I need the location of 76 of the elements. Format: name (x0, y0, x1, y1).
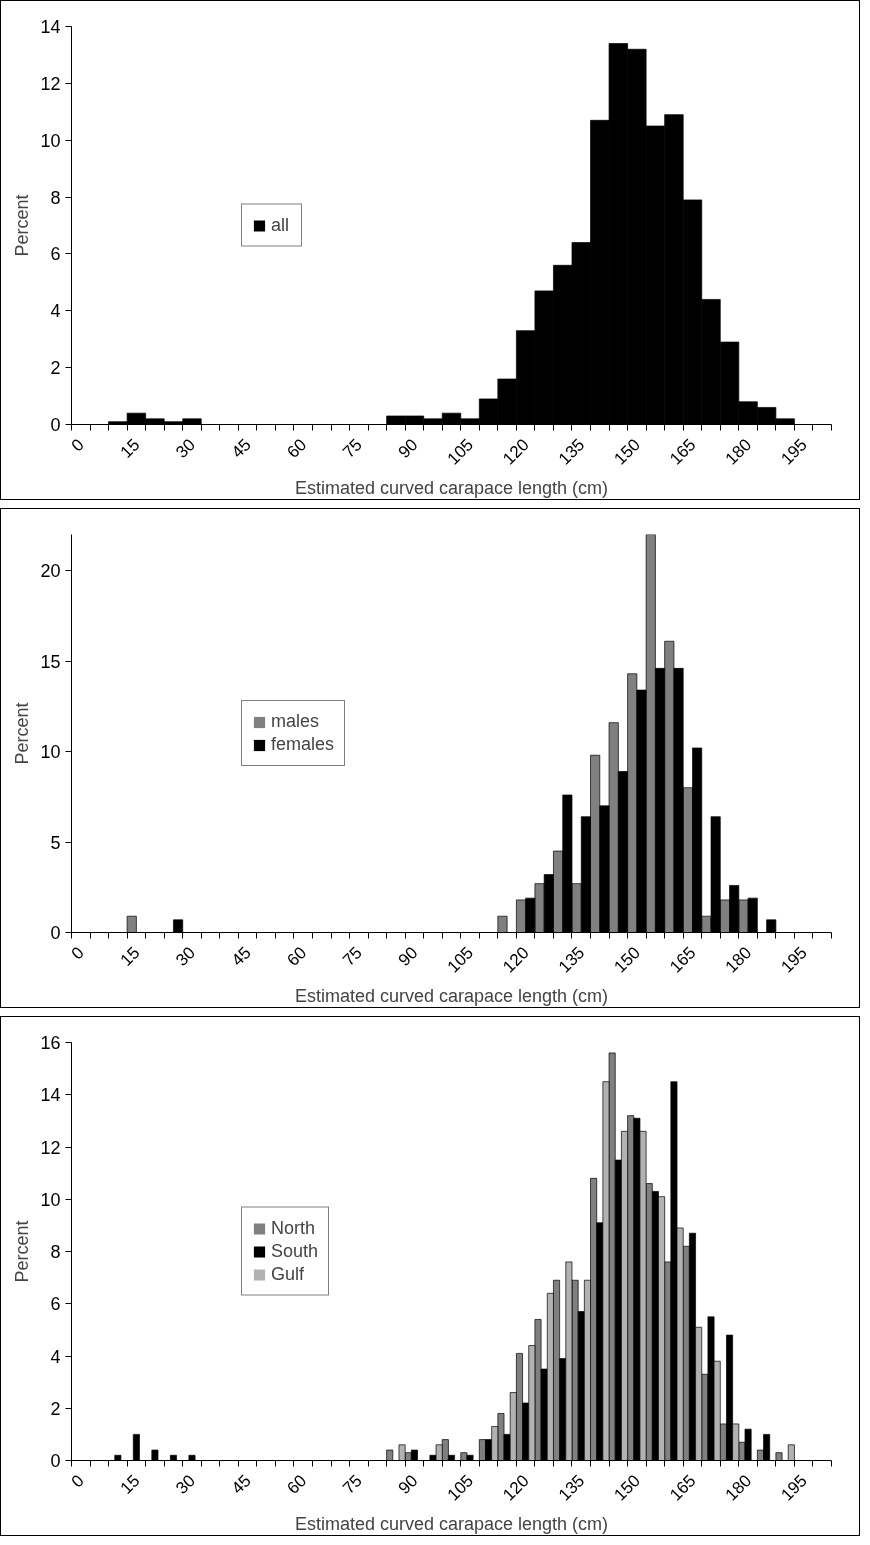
x-tick-label: 135 (554, 1471, 589, 1505)
x-tick-label: 180 (721, 943, 756, 977)
x-tick-label: 195 (777, 435, 811, 469)
x-tick-label: 165 (666, 943, 700, 977)
x-tick-label: 135 (554, 435, 589, 469)
y-tick-label: 10 (40, 130, 61, 151)
x-tick-label: 105 (443, 943, 478, 977)
x-tick-label: 90 (394, 943, 422, 970)
y-tick-label: 12 (40, 73, 61, 94)
y-tick-label: 14 (40, 1085, 61, 1106)
y-tick-label: 0 (50, 1451, 61, 1471)
y-tick-label: 12 (40, 1137, 61, 1158)
x-tick-label: 60 (283, 1471, 311, 1498)
x-axis-title: Estimated curved carapace length (cm) (294, 1514, 609, 1535)
x-axis-title: Estimated curved carapace length (cm) (294, 478, 609, 499)
y-tick-label: 6 (50, 1294, 61, 1315)
x-tick-label: 135 (554, 943, 589, 977)
legend-label: all (271, 214, 290, 236)
y-tick-label: 14 (40, 17, 61, 37)
x-tick-label: 0 (67, 943, 88, 964)
y-tick-label: 0 (50, 415, 61, 435)
x-tick-label: 45 (227, 1471, 255, 1498)
y-tick-label: 5 (50, 832, 61, 853)
x-tick-label: 45 (227, 943, 255, 970)
x-tick-label: 15 (116, 943, 144, 970)
x-tick-label: 105 (443, 1471, 478, 1505)
legend-label: South (271, 1240, 319, 1262)
x-axis-title: Estimated curved carapace length (cm) (294, 986, 609, 1007)
x-tick-label: 165 (666, 1471, 700, 1505)
x-tick-label: 165 (666, 435, 700, 469)
y-tick-label: 15 (40, 651, 61, 672)
x-tick-label: 0 (67, 435, 88, 456)
x-tick-label: 150 (610, 435, 644, 469)
y-tick-label: 8 (50, 1242, 61, 1262)
x-tick-label: 30 (172, 1471, 200, 1498)
y-tick-label: 10 (40, 742, 61, 763)
x-tick-label: 75 (339, 1471, 366, 1498)
x-tick-label: 90 (394, 435, 422, 462)
y-tick-label: 2 (50, 1398, 61, 1419)
x-tick-label: 30 (172, 943, 200, 970)
legend-label: North (271, 1217, 316, 1239)
y-tick-label: 20 (40, 561, 61, 582)
y-tick-label: 10 (40, 1189, 61, 1210)
y-tick-label: 4 (50, 301, 61, 322)
legend-label: males (271, 711, 320, 732)
y-tick-label: 8 (50, 187, 61, 208)
x-tick-label: 120 (499, 943, 533, 977)
x-tick-label: 120 (499, 1471, 533, 1505)
x-tick-label: 0 (67, 1471, 88, 1492)
legend-label: Gulf (271, 1263, 305, 1285)
x-tick-label: 60 (283, 435, 311, 462)
x-tick-label: 180 (721, 435, 756, 469)
x-tick-label: 75 (339, 943, 366, 970)
x-tick-label: 30 (172, 435, 200, 462)
x-tick-label: 180 (721, 1471, 756, 1505)
y-axis-title: Percent (12, 194, 33, 257)
x-tick-label: 120 (499, 435, 533, 469)
x-tick-label: 60 (283, 943, 311, 970)
legend-label: females (271, 734, 335, 755)
y-tick-label: 16 (40, 1033, 61, 1053)
y-tick-label: 6 (50, 244, 61, 265)
x-tick-label: 15 (116, 435, 144, 462)
x-tick-label: 45 (227, 435, 255, 462)
y-tick-label: 4 (50, 1346, 61, 1367)
y-tick-label: 0 (50, 923, 61, 943)
x-tick-label: 150 (610, 943, 644, 977)
x-tick-label: 195 (777, 943, 811, 977)
x-tick-label: 105 (443, 435, 478, 469)
x-tick-label: 75 (339, 435, 366, 462)
x-tick-label: 15 (116, 1471, 144, 1498)
x-tick-label: 150 (610, 1471, 644, 1505)
x-tick-label: 195 (777, 1471, 811, 1505)
y-tick-label: 2 (50, 358, 61, 379)
y-axis-title: Percent (12, 1220, 33, 1283)
y-axis-title: Percent (12, 702, 33, 765)
x-tick-label: 90 (394, 1471, 422, 1498)
